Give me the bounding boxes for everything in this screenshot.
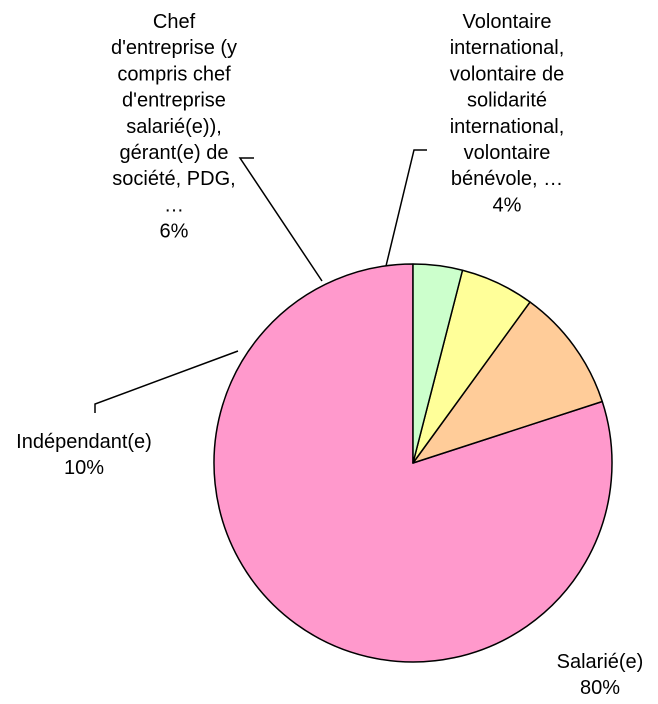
slice-name-line: d'entreprise <box>122 90 226 112</box>
slice-name-line: société, PDG, <box>112 168 235 190</box>
slice-name-line: solidarité <box>467 90 547 112</box>
slice-name-line: international, <box>450 37 565 59</box>
leader-line-volontaire-international-volon <box>386 150 427 266</box>
slice-name-line: gérant(e) de <box>120 142 229 164</box>
slice-name-line: Volontaire <box>463 11 552 33</box>
slice-value-label: 80% <box>580 677 620 699</box>
slice-label-chef-d-entreprise-y-compris-ch: Chef d'entreprise (y compris chef d'entrepr… <box>111 11 237 243</box>
slice-name-line: volontaire de <box>450 63 565 85</box>
slice-name-line: Chef <box>153 11 196 33</box>
slice-value-label: 10% <box>64 457 104 479</box>
slice-label-volontaire-international-volon: Volontaire international, volontaire de sol… <box>450 11 565 216</box>
slice-name-line: compris chef <box>117 63 231 85</box>
slice-value-label: 6% <box>160 221 189 243</box>
leader-line-independant-e <box>95 351 238 413</box>
slice-name-line: international, <box>450 116 565 138</box>
slice-name-line: Indépendant(e) <box>16 431 152 453</box>
slice-name-line: volontaire <box>464 142 551 164</box>
slice-value-label: 4% <box>493 194 522 216</box>
slice-name-line: … <box>164 194 184 216</box>
slice-name-line: bénévole, … <box>451 168 563 190</box>
slice-name-line: Salarié(e) <box>557 651 644 673</box>
slice-label-independant-e: Indépendant(e) 10% <box>16 431 152 479</box>
slice-name-line: salarié(e)), <box>126 116 222 138</box>
pie-slices <box>214 264 612 662</box>
slice-name-line: d'entreprise (y <box>111 37 237 59</box>
slice-label-salarie-e: Salarié(e) 80% <box>557 651 644 699</box>
leader-line-chef-d-entreprise-y-compris-ch <box>240 158 322 281</box>
